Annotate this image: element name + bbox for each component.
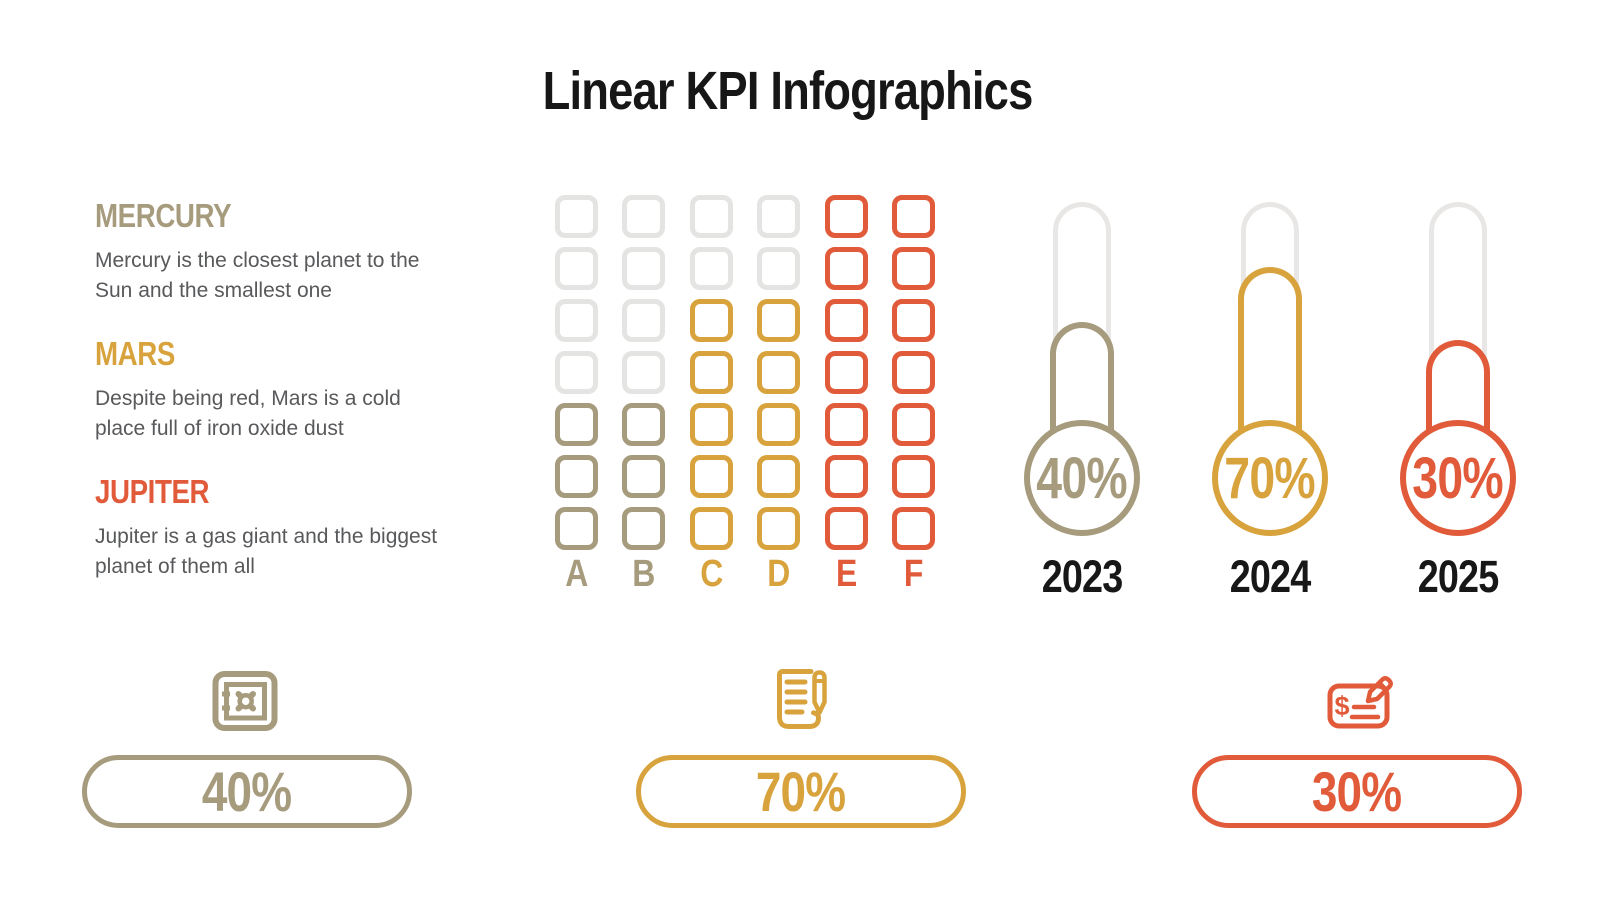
thermometer-year-label: 2025 [1383,551,1533,603]
waffle-cell-F-7 [892,195,935,238]
cheque-pencil-icon: $ [1327,668,1393,734]
thermometer-2024: 70% 2024 [1195,195,1345,605]
waffle-column-label-F: F [892,552,935,596]
waffle-cell-B-3 [622,403,665,446]
thermometer-percent-label: 30% [1412,445,1504,511]
legend-title-text: MERCURY [95,197,232,234]
page-title: Linear KPI Infographics [0,60,1575,122]
safe-icon [212,668,278,734]
waffle-cell-F-6 [892,247,935,290]
waffle-cell-F-3 [892,403,935,446]
legend-description-jupiter: Jupiter is a gas giant and the biggest p… [95,525,438,578]
waffle-cell-F-1 [892,507,935,550]
thermometer-bulb: 70% [1212,420,1328,536]
thermometer-percent-label: 40% [1036,445,1128,511]
thermometer-year-text: 2024 [1229,551,1312,602]
thermometer-year-label: 2024 [1195,551,1345,603]
waffle-cell-B-7 [622,195,665,238]
legend-item-jupiter: JUPITER Jupiter is a gas giant and the b… [95,472,455,582]
legend-title-jupiter: JUPITER [95,472,455,512]
kpi-pill-3: 30% [1192,755,1522,828]
thermometer-percent-label: 70% [1224,445,1316,511]
thermometer-2025: 30% 2025 [1383,195,1533,605]
page-title-text: Linear KPI Infographics [542,61,1034,121]
waffle-cell-F-5 [892,299,935,342]
kpi-pill-value: 40% [202,760,292,823]
waffle-cell-A-7 [555,195,598,238]
kpi-pill-value: 30% [1312,760,1402,823]
waffle-cell-C-5 [690,299,733,342]
document-pencil-icon [768,668,834,734]
waffle-cell-E-3 [825,403,868,446]
thermometer-year-text: 2023 [1041,551,1124,602]
waffle-cell-B-2 [622,455,665,498]
waffle-column-label-text: A [564,553,589,595]
waffle-cell-A-3 [555,403,598,446]
waffle-cell-B-6 [622,247,665,290]
waffle-cell-B-1 [622,507,665,550]
waffle-cell-C-2 [690,455,733,498]
waffle-column-label-text: E [835,553,858,595]
waffle-cell-A-5 [555,299,598,342]
waffle-cell-E-1 [825,507,868,550]
waffle-cell-D-5 [757,299,800,342]
kpi-pill-value: 70% [756,760,846,823]
waffle-column-label-text: F [903,553,924,595]
legend-title-mars: MARS [95,334,455,374]
thermometer-year-label: 2023 [1007,551,1157,603]
waffle-cell-D-3 [757,403,800,446]
legend-title-text: JUPITER [95,473,210,510]
waffle-cell-D-2 [757,455,800,498]
waffle-cell-B-4 [622,351,665,394]
thermometer-year-text: 2025 [1417,551,1500,602]
waffle-column-label-text: D [766,553,791,595]
legend-item-mercury: MERCURY Mercury is the closest planet to… [95,196,455,306]
waffle-column-label-A: A [555,552,598,596]
thermometer-2023: 40% 2023 [1007,195,1157,605]
waffle-cell-E-2 [825,455,868,498]
waffle-cell-D-7 [757,195,800,238]
waffle-cell-E-6 [825,247,868,290]
kpi-pill-2: 70% [636,755,966,828]
waffle-cell-A-6 [555,247,598,290]
waffle-cell-D-4 [757,351,800,394]
waffle-cell-C-7 [690,195,733,238]
waffle-cell-D-6 [757,247,800,290]
waffle-cell-B-5 [622,299,665,342]
kpi-pill-1: 40% [82,755,412,828]
waffle-cell-F-4 [892,351,935,394]
waffle-column-label-text: B [631,553,656,595]
thermometer-bulb: 40% [1024,420,1140,536]
waffle-column-label-B: B [622,552,665,596]
waffle-cell-C-1 [690,507,733,550]
legend-title-mercury: MERCURY [95,196,455,236]
waffle-column-label-C: C [690,552,733,596]
thermometer-bulb: 30% [1400,420,1516,536]
waffle-cell-E-4 [825,351,868,394]
legend-description-mercury: Mercury is the closest planet to the Sun… [95,249,420,302]
waffle-column-label-text: C [699,553,724,595]
legend-item-mars: MARS Despite being red, Mars is a cold p… [95,334,455,444]
waffle-cell-F-2 [892,455,935,498]
waffle-cell-C-3 [690,403,733,446]
waffle-cell-D-1 [757,507,800,550]
waffle-cell-C-6 [690,247,733,290]
waffle-cell-E-5 [825,299,868,342]
legend-description-mars: Despite being red, Mars is a cold place … [95,387,401,440]
waffle-column-label-E: E [825,552,868,596]
waffle-cell-A-4 [555,351,598,394]
legend-title-text: MARS [95,335,175,372]
waffle-cell-C-4 [690,351,733,394]
svg-text:$: $ [1334,691,1349,721]
waffle-column-label-D: D [757,552,800,596]
waffle-cell-E-7 [825,195,868,238]
waffle-cell-A-1 [555,507,598,550]
waffle-cell-A-2 [555,455,598,498]
